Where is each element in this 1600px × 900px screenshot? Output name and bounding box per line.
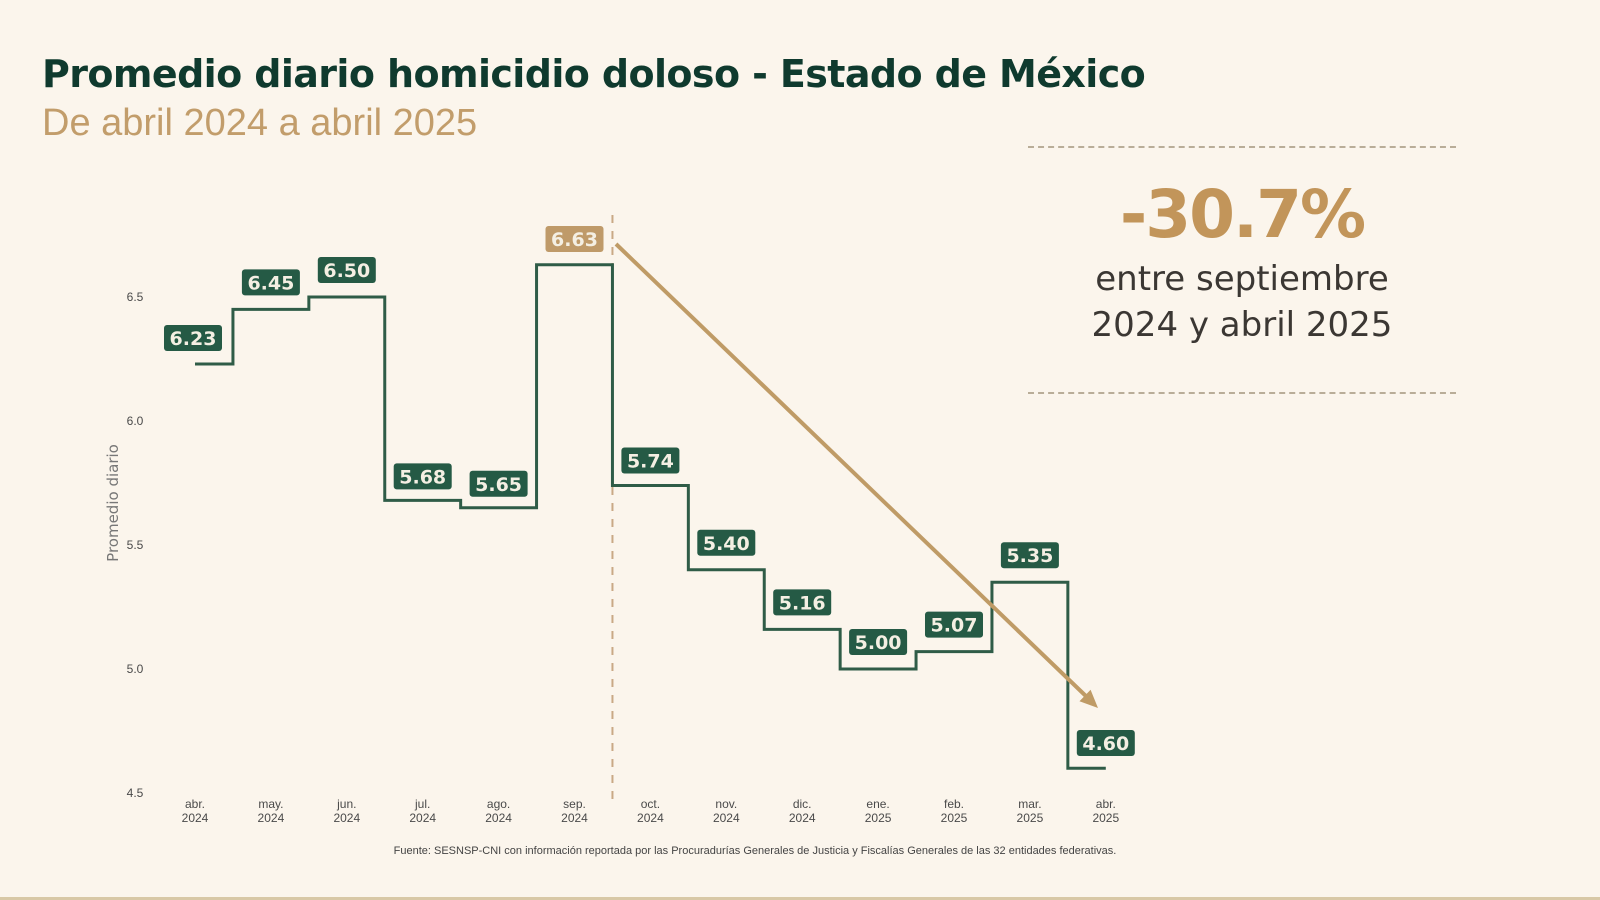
svg-text:2025: 2025 <box>1017 811 1044 825</box>
page-subtitle: De abril 2024 a abril 2025 <box>42 102 478 144</box>
svg-text:feb.: feb. <box>944 797 964 811</box>
value-label: 5.16 <box>773 589 832 616</box>
svg-text:5.68: 5.68 <box>399 466 446 488</box>
x-tick-label: nov.2024 <box>713 797 740 825</box>
svg-text:jul.: jul. <box>414 797 430 811</box>
value-label: 6.45 <box>241 269 300 296</box>
x-tick-label: may.2024 <box>258 797 285 825</box>
y-axis-title: Promedio diario <box>104 444 122 562</box>
kpi-caption: entre septiembre 2024 y abril 2025 <box>1028 256 1456 348</box>
x-tick-label: mar.2025 <box>1017 797 1044 825</box>
svg-text:2024: 2024 <box>258 811 285 825</box>
svg-text:2025: 2025 <box>1092 811 1119 825</box>
svg-text:6.50: 6.50 <box>323 260 370 282</box>
value-label: 5.74 <box>621 447 680 474</box>
value-label: 5.65 <box>469 470 528 497</box>
kpi-caption-line1: entre septiembre <box>1095 259 1389 299</box>
svg-text:oct.: oct. <box>641 797 660 811</box>
svg-text:abr.: abr. <box>185 797 205 811</box>
kpi-value: -30.7% <box>1119 176 1366 253</box>
svg-text:5.35: 5.35 <box>1006 545 1053 567</box>
svg-text:2024: 2024 <box>713 811 740 825</box>
x-tick-label: jul.2024 <box>409 797 436 825</box>
svg-text:jun.: jun. <box>336 797 356 811</box>
svg-text:abr.: abr. <box>1096 797 1116 811</box>
value-label: 6.23 <box>164 324 222 351</box>
trend-arrow-line <box>614 242 1092 702</box>
y-tick-label: 6.5 <box>127 290 144 304</box>
svg-text:2024: 2024 <box>637 811 664 825</box>
step-line <box>195 263 1106 770</box>
svg-text:nov.: nov. <box>715 797 737 811</box>
svg-text:sep.: sep. <box>563 797 586 811</box>
x-tick-label: abr.2024 <box>182 797 209 825</box>
x-tick-label: oct.2024 <box>637 797 664 825</box>
svg-text:2024: 2024 <box>409 811 436 825</box>
svg-text:6.45: 6.45 <box>247 272 294 294</box>
value-label: 5.40 <box>697 529 756 556</box>
svg-text:5.74: 5.74 <box>627 450 674 472</box>
x-tick-label: ene.2025 <box>865 797 892 825</box>
svg-text:6.63: 6.63 <box>551 229 598 251</box>
kpi-callout: -30.7% entre septiembre 2024 y abril 202… <box>1028 146 1456 394</box>
svg-text:5.07: 5.07 <box>931 615 978 637</box>
svg-text:5.65: 5.65 <box>475 474 522 496</box>
bottom-rule <box>0 897 1600 900</box>
x-tick-label: ago.2024 <box>485 797 512 825</box>
svg-text:2024: 2024 <box>561 811 588 825</box>
y-tick-label: 5.5 <box>127 538 144 552</box>
x-tick-label: dic.2024 <box>789 797 816 825</box>
y-tick-label: 4.5 <box>127 786 144 800</box>
svg-text:2024: 2024 <box>485 811 512 825</box>
value-label: 4.60 <box>1076 730 1135 756</box>
svg-text:6.23: 6.23 <box>170 328 217 350</box>
y-tick-label: 5.0 <box>127 662 144 676</box>
svg-text:5.40: 5.40 <box>703 533 750 555</box>
value-label: 5.35 <box>1000 542 1059 569</box>
value-label: 6.63 <box>545 226 604 252</box>
x-tick-label: feb.2025 <box>941 797 968 825</box>
svg-text:2024: 2024 <box>333 811 360 825</box>
source-note: Fuente: SESNSP-CNI con información repor… <box>393 845 1117 857</box>
x-tick-label: jun.2024 <box>333 797 360 825</box>
value-label: 5.00 <box>849 629 908 655</box>
value-label: 6.50 <box>317 257 376 283</box>
kpi-caption-line2: 2024 y abril 2025 <box>1091 305 1393 345</box>
svg-text:ene.: ene. <box>866 797 889 811</box>
kpi-divider-bottom <box>1028 392 1456 394</box>
x-tick-label: sep.2024 <box>561 797 588 825</box>
svg-text:5.16: 5.16 <box>779 592 826 614</box>
kpi-divider-top <box>1028 146 1456 148</box>
svg-text:2025: 2025 <box>941 811 968 825</box>
x-tick-label: abr.2025 <box>1092 797 1119 825</box>
svg-text:dic.: dic. <box>793 797 812 811</box>
svg-text:2024: 2024 <box>182 811 209 825</box>
svg-text:may.: may. <box>258 797 283 811</box>
value-label: 5.68 <box>393 463 452 490</box>
svg-text:mar.: mar. <box>1018 797 1041 811</box>
y-tick-label: 6.0 <box>127 414 144 428</box>
svg-text:2025: 2025 <box>865 811 892 825</box>
trend-arrow-head-icon <box>1079 689 1098 708</box>
value-label: 5.07 <box>925 611 983 638</box>
svg-text:5.00: 5.00 <box>855 632 902 654</box>
svg-text:4.60: 4.60 <box>1082 733 1129 755</box>
page-title: Promedio diario homicidio doloso - Estad… <box>42 52 1146 96</box>
svg-text:ago.: ago. <box>487 797 510 811</box>
svg-text:2024: 2024 <box>789 811 816 825</box>
